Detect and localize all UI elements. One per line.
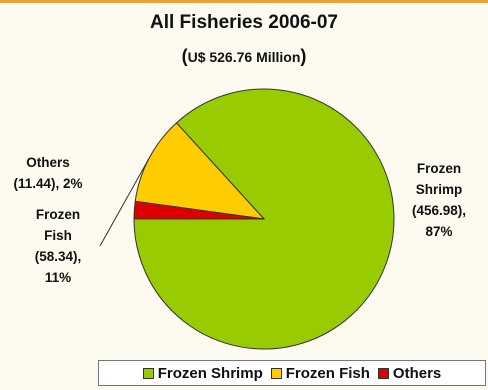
pie-slice-others bbox=[133, 200, 265, 220]
label-frozen-shrimp: Frozen Shrimp (456.98), 87% bbox=[398, 158, 480, 242]
legend-swatch-frozen-shrimp bbox=[142, 367, 154, 379]
chart-subtitle: (U$ 526.76 Million) bbox=[181, 46, 307, 66]
leader-line-frozen-fish bbox=[99, 158, 150, 247]
label-others: Others (11.44), 2% bbox=[2, 152, 94, 194]
legend-swatch-others bbox=[377, 367, 389, 379]
legend: Frozen Shrimp Frozen Fish Others bbox=[98, 360, 486, 386]
slice-label-frozen-fish-line-0: Frozen bbox=[35, 207, 81, 222]
slice-label-frozen-shrimp-line-3: 87% bbox=[425, 224, 453, 239]
legend-label-frozen-fish: Frozen Fish bbox=[285, 364, 370, 382]
slice-label-frozen-fish-line-3: 11% bbox=[44, 270, 72, 285]
chart-subtitle-text: U$ 526.76 Million bbox=[187, 49, 301, 65]
legend-item-frozen-shrimp: Frozen Shrimp bbox=[142, 364, 263, 382]
top-rule bbox=[0, 0, 488, 3]
slice-label-others-line-1: (11.44), 2% bbox=[13, 176, 83, 191]
slice-label-frozen-fish-line-1: Fish bbox=[44, 228, 72, 243]
legend-label-frozen-shrimp: Frozen Shrimp bbox=[157, 364, 263, 382]
slice-label-frozen-shrimp-line-0: Frozen bbox=[416, 161, 462, 176]
slice-label-frozen-fish-line-2: (58.34), bbox=[34, 249, 82, 264]
slice-label-others-line-0: Others bbox=[26, 155, 70, 170]
legend-item-others: Others bbox=[377, 364, 442, 382]
chart-title: All Fisheries 2006-07 bbox=[150, 12, 338, 33]
legend-item-frozen-fish: Frozen Fish bbox=[270, 364, 370, 382]
label-frozen-fish: Frozen Fish (58.34), 11% bbox=[18, 204, 98, 288]
legend-swatch-frozen-fish bbox=[270, 367, 282, 379]
slice-label-frozen-shrimp-line-2: (456.98), bbox=[411, 203, 467, 218]
legend-label-others: Others bbox=[392, 364, 442, 382]
slice-label-frozen-shrimp-line-1: Shrimp bbox=[415, 182, 463, 197]
